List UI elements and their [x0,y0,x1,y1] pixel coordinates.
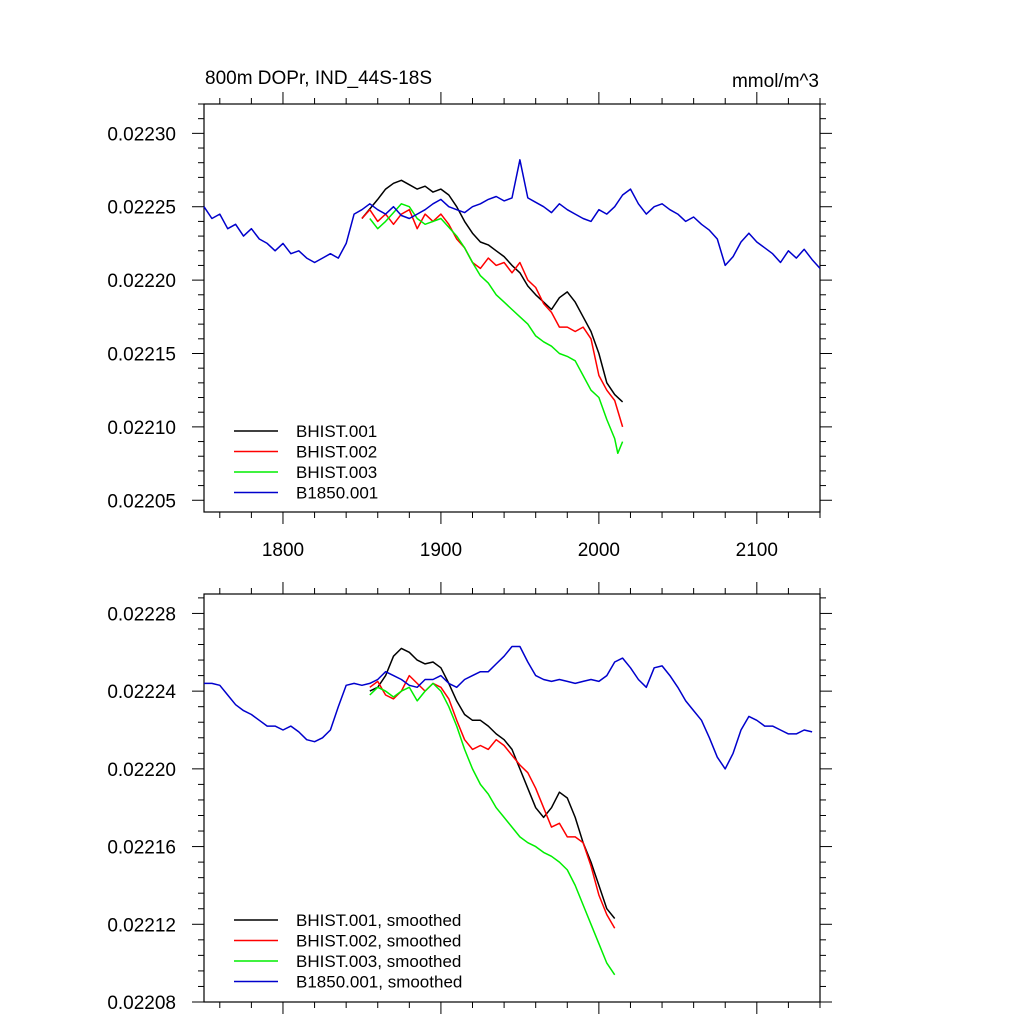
y-tick-label: 0.02215 [107,344,176,365]
y-tick-label: 0.02225 [107,198,176,219]
legend-label: BHIST.002, smoothed [296,932,461,951]
y-tick-label: 0.02228 [107,604,176,625]
y-tick-label: 0.02220 [107,760,176,781]
units-label: mmol/m^3 [732,71,819,92]
series-line-bhist-001-smoothed [369,647,616,919]
legend-label: B1850.001 [296,484,378,503]
plot-frame [203,593,821,1003]
legend-label: BHIST.003, smoothed [296,952,461,971]
y-tick-label: 0.02212 [107,915,176,936]
series-line-bhist-003-smoothed [369,682,616,976]
y-tick-label: 0.02230 [107,124,176,145]
legend-label: B1850.001, smoothed [296,973,462,992]
x-tick-label: 1900 [420,540,462,561]
y-tick-label: 0.02224 [107,682,176,703]
legend-label: BHIST.001 [296,422,377,441]
series-line-bhist-003 [369,203,624,455]
panel-top: 1800 1900 2000 2100 0.02205 0.02210 0.02215 0.0… [107,92,832,561]
plot-frame [203,103,821,513]
series-line-bhist-002 [361,208,624,428]
legend-label: BHIST.001, smoothed [296,911,461,930]
x-tick-label: 2000 [578,540,620,561]
x-tick-label: 2100 [736,540,778,561]
x-tick-label: 1800 [262,540,304,561]
figure-title: 800m DOPr, IND_44S-18S [205,68,432,89]
panel-bottom: 0.02208 0.02212 0.02216 0.02220 0.02224 0.022… [107,582,832,1014]
series-line-b1850-001-smoothed [204,645,813,770]
legend-label: BHIST.002 [296,443,377,462]
y-tick-label: 0.02220 [107,271,176,292]
y-tick-label: 0.02208 [107,993,176,1014]
y-tick-label: 0.02210 [107,418,176,439]
y-tick-label: 0.02216 [107,838,176,859]
series-line-b1850-001 [203,159,821,269]
legend-label: BHIST.003 [296,463,377,482]
series-line-bhist-001 [361,179,624,403]
series-line-bhist-002-smoothed [369,674,616,929]
y-tick-label: 0.02205 [107,491,176,512]
